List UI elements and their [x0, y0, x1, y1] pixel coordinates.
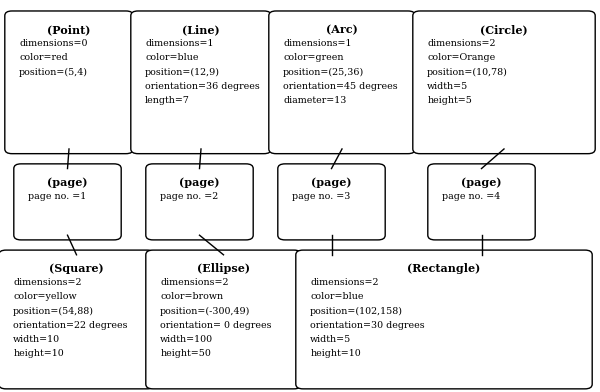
Text: color=yellow: color=yellow [13, 292, 77, 301]
Text: (Ellipse): (Ellipse) [197, 263, 250, 274]
Text: dimensions=2: dimensions=2 [13, 278, 82, 287]
Text: (Line): (Line) [182, 24, 220, 35]
Text: color=red: color=red [19, 53, 68, 62]
Text: dimensions=1: dimensions=1 [145, 39, 214, 48]
Text: dimensions=2: dimensions=2 [427, 39, 496, 48]
FancyBboxPatch shape [269, 11, 415, 154]
FancyBboxPatch shape [296, 250, 592, 389]
Text: (page): (page) [47, 177, 88, 188]
Text: width=10: width=10 [13, 335, 61, 344]
Text: page no. =3: page no. =3 [292, 192, 350, 201]
Text: (page): (page) [461, 177, 502, 188]
Text: length=7: length=7 [145, 96, 190, 105]
Text: dimensions=0: dimensions=0 [19, 39, 88, 48]
FancyBboxPatch shape [146, 250, 301, 389]
Text: dimensions=2: dimensions=2 [310, 278, 379, 287]
Text: (Point): (Point) [47, 24, 91, 35]
Text: (page): (page) [179, 177, 220, 188]
Text: orientation=30 degrees: orientation=30 degrees [310, 321, 425, 330]
FancyBboxPatch shape [14, 164, 121, 240]
FancyBboxPatch shape [5, 11, 133, 154]
Text: position=(54,88): position=(54,88) [13, 307, 94, 316]
Text: page no. =2: page no. =2 [160, 192, 218, 201]
Text: position=(10,78): position=(10,78) [427, 67, 508, 76]
Text: height=10: height=10 [13, 349, 64, 358]
FancyBboxPatch shape [413, 11, 595, 154]
FancyBboxPatch shape [146, 164, 253, 240]
Text: position=(25,36): position=(25,36) [283, 67, 364, 76]
Text: diameter=13: diameter=13 [283, 96, 347, 105]
Text: (page): (page) [311, 177, 352, 188]
FancyBboxPatch shape [428, 164, 535, 240]
Text: page no. =1: page no. =1 [28, 192, 86, 201]
Text: position=(-300,49): position=(-300,49) [160, 307, 251, 316]
FancyBboxPatch shape [278, 164, 385, 240]
Text: color=Orange: color=Orange [427, 53, 496, 62]
Text: (Arc): (Arc) [326, 24, 358, 35]
Text: height=5: height=5 [427, 96, 472, 105]
Text: width=100: width=100 [160, 335, 214, 344]
Text: (Square): (Square) [49, 263, 104, 274]
Text: (Rectangle): (Rectangle) [407, 263, 481, 274]
Text: position=(5,4): position=(5,4) [19, 67, 88, 76]
Text: orientation=36 degrees: orientation=36 degrees [145, 82, 260, 91]
Text: orientation=22 degrees: orientation=22 degrees [13, 321, 128, 330]
Text: color=blue: color=blue [145, 53, 199, 62]
Text: orientation= 0 degrees: orientation= 0 degrees [160, 321, 272, 330]
Text: color=brown: color=brown [160, 292, 223, 301]
Text: color=green: color=green [283, 53, 344, 62]
FancyBboxPatch shape [131, 11, 271, 154]
Text: width=5: width=5 [310, 335, 352, 344]
Text: height=10: height=10 [310, 349, 361, 358]
Text: position=(102,158): position=(102,158) [310, 307, 403, 316]
Text: dimensions=2: dimensions=2 [160, 278, 229, 287]
FancyBboxPatch shape [0, 250, 154, 389]
Text: height=50: height=50 [160, 349, 211, 358]
Text: orientation=45 degrees: orientation=45 degrees [283, 82, 398, 91]
Text: (Circle): (Circle) [480, 24, 528, 35]
Text: color=blue: color=blue [310, 292, 364, 301]
Text: width=5: width=5 [427, 82, 469, 91]
Text: page no. =4: page no. =4 [442, 192, 500, 201]
Text: position=(12,9): position=(12,9) [145, 67, 220, 76]
Text: dimensions=1: dimensions=1 [283, 39, 352, 48]
